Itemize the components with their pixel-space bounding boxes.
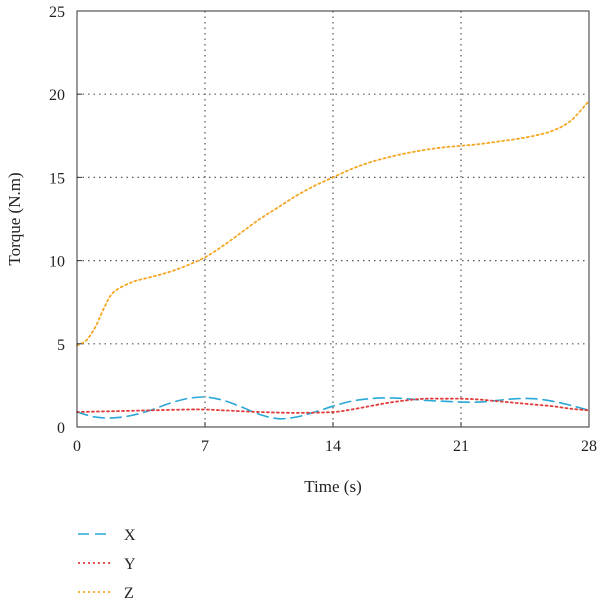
y-tick-label: 5: [57, 337, 65, 354]
plot-frame: [76, 10, 590, 428]
series-line-y: [76, 397, 590, 414]
y-axis-title: Torque (N.m): [5, 172, 24, 265]
y-tick-label: 15: [49, 170, 65, 187]
x-tick-label: 21: [453, 438, 469, 455]
x-tick-label: 14: [325, 438, 341, 455]
y-tick-label: 25: [49, 4, 65, 21]
series-line-x: [76, 396, 590, 420]
series-layer: [76, 99, 590, 420]
x-tick-label: 7: [201, 438, 209, 455]
legend-label-z: Z: [124, 585, 134, 602]
x-axis-title: Time (s): [304, 477, 361, 496]
legend-label-y: Y: [124, 556, 136, 573]
legend: XYZ: [78, 527, 136, 602]
ticks: 0 7 14 21 28 0 5 10 15 20 25: [49, 4, 597, 455]
x-tick-label: 0: [73, 438, 81, 455]
series-line-z: [76, 99, 590, 347]
y-tick-label: 0: [57, 420, 65, 437]
x-tick-label: 28: [581, 438, 597, 455]
grid: [77, 11, 589, 427]
y-tick-label: 10: [49, 254, 65, 271]
legend-label-x: X: [124, 527, 136, 544]
y-tick-label: 20: [49, 87, 65, 104]
